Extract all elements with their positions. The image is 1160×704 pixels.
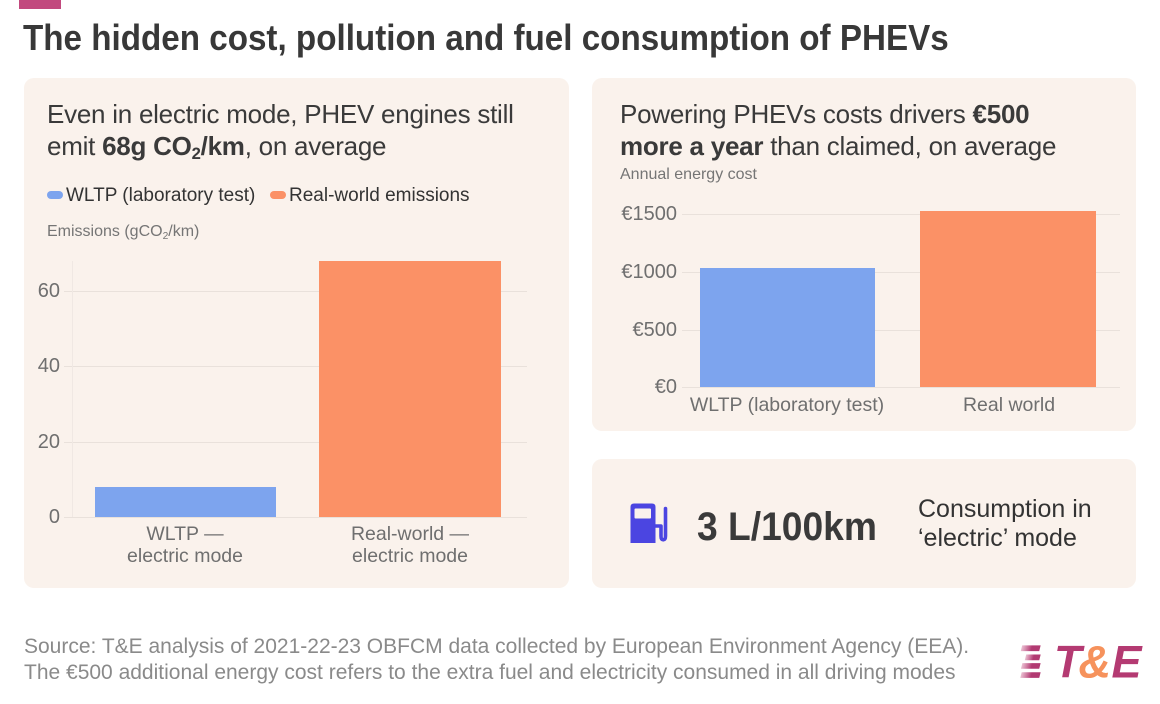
svg-text:E: E <box>1112 640 1144 688</box>
svg-text:&: & <box>1079 640 1112 688</box>
svg-text:T: T <box>1054 640 1085 688</box>
